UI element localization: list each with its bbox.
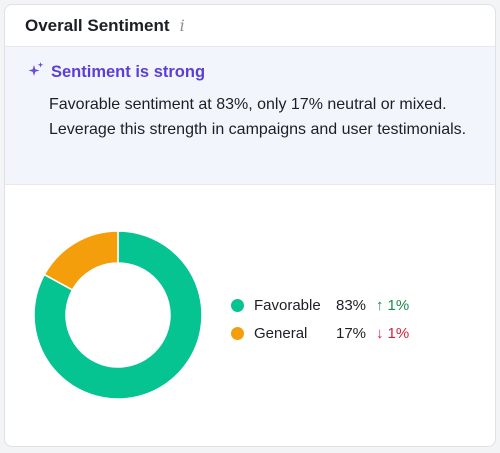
- arrow-up-icon: ↑: [376, 296, 384, 314]
- info-icon[interactable]: i: [179, 16, 185, 35]
- donut-chart: [33, 230, 203, 400]
- chart-area: Favorable 83% ↑ 1% General 17% ↓ 1%: [5, 185, 495, 446]
- legend-change: ↑ 1%: [376, 297, 409, 314]
- insight-text: Favorable sentiment at 83%, only 17% neu…: [49, 96, 467, 138]
- legend-percent: 83%: [336, 296, 367, 314]
- card-title: Overall Sentiment: [25, 15, 170, 35]
- donut-slice-favorable[interactable]: [33, 230, 203, 400]
- legend-dot: [231, 298, 244, 312]
- insight-panel: Sentiment is strong Favorable sentiment …: [5, 47, 495, 185]
- sentiment-card: Overall Sentiment i Sentiment is strong …: [4, 4, 496, 447]
- legend-percent: 17%: [336, 324, 367, 342]
- legend-dot: [231, 326, 244, 340]
- legend-label: General: [254, 324, 308, 342]
- donut-slice-general[interactable]: [43, 230, 119, 291]
- legend-item-general: General 17% ↓ 1%: [231, 319, 409, 347]
- legend-change: ↓ 1%: [376, 325, 409, 342]
- legend-change-value: 1%: [387, 296, 410, 314]
- legend-item-favorable: Favorable 83% ↑ 1%: [231, 291, 409, 319]
- chart-legend: Favorable 83% ↑ 1% General 17% ↓ 1%: [231, 291, 409, 347]
- legend-change-value: 1%: [387, 324, 410, 342]
- insight-title: Sentiment is strong: [51, 63, 206, 81]
- arrow-down-icon: ↓: [376, 324, 384, 342]
- legend-label: Favorable: [254, 296, 321, 314]
- sparkle-icon: [28, 61, 44, 76]
- insight-header: Sentiment is strong: [27, 61, 475, 82]
- card-header: Overall Sentiment i: [5, 5, 495, 47]
